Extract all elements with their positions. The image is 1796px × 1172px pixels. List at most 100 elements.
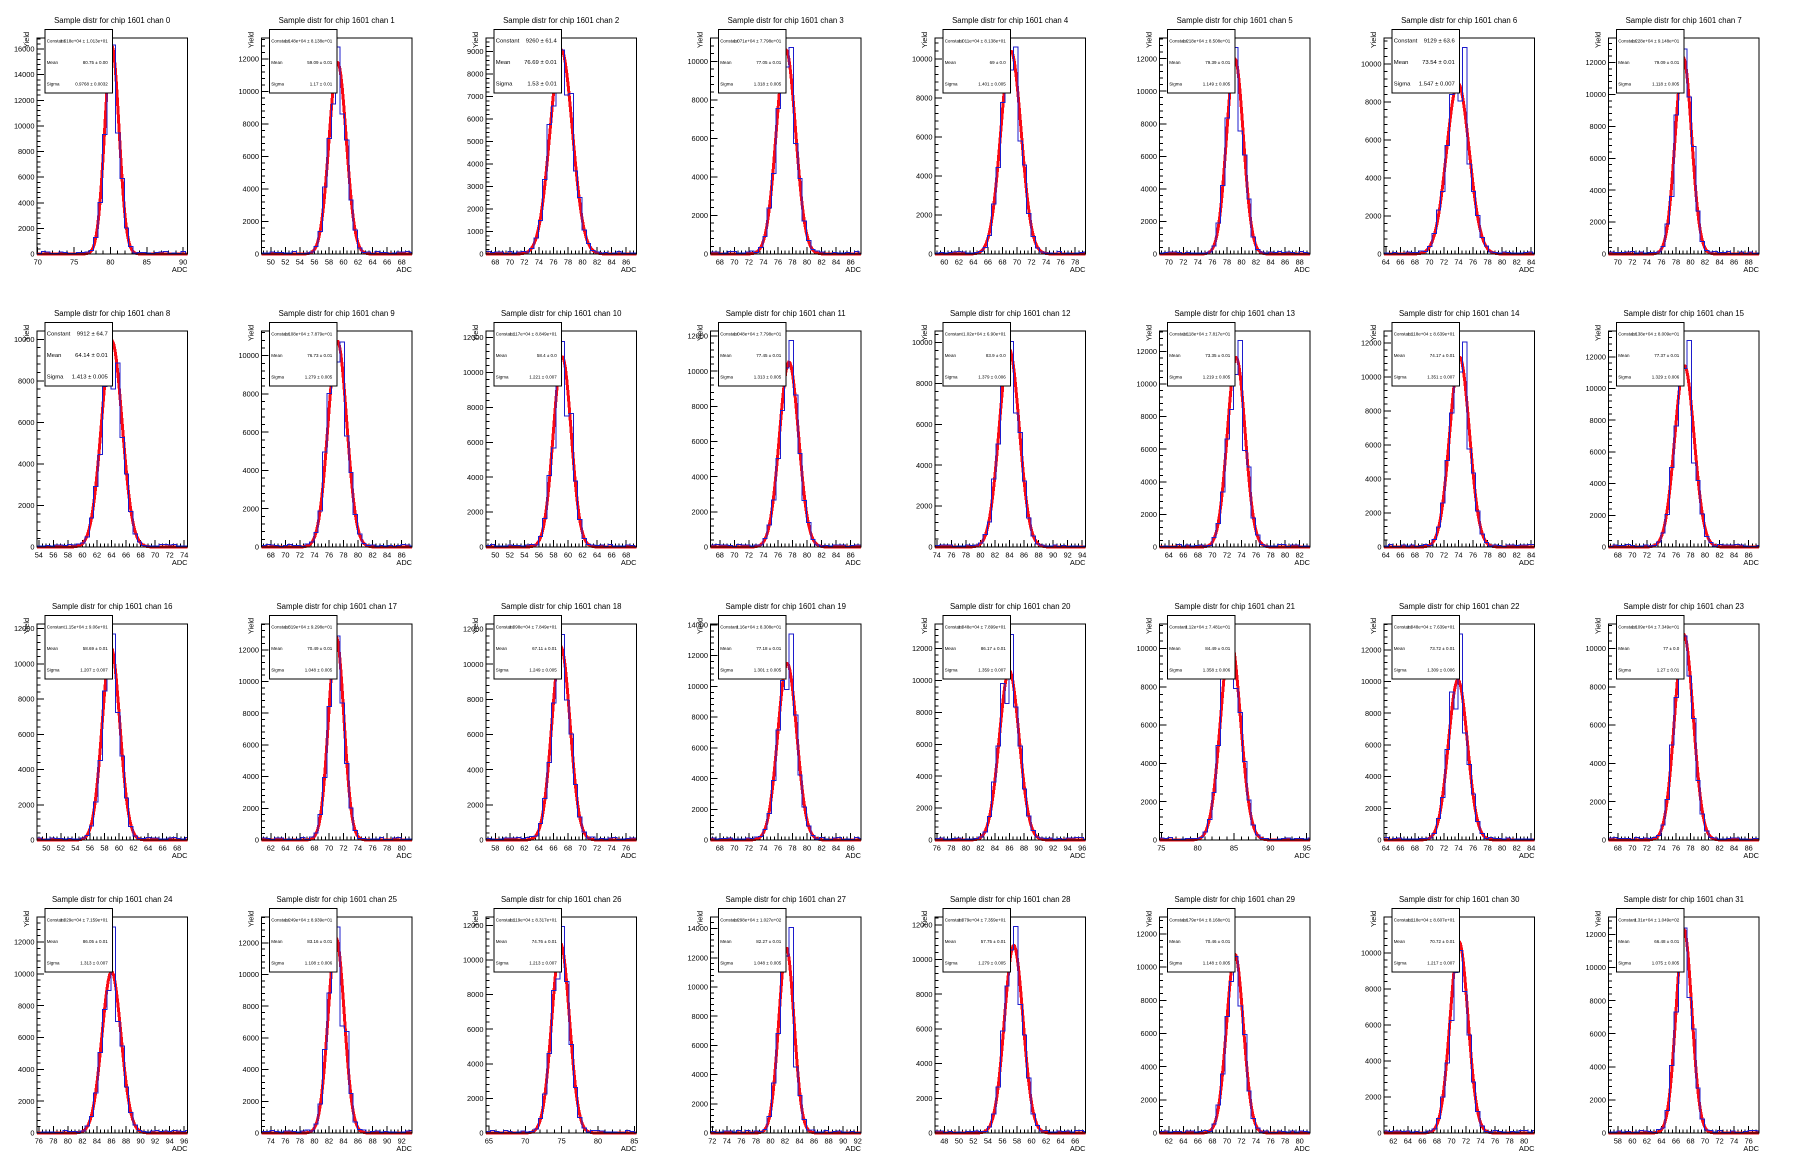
svg-text:78: 78 xyxy=(564,258,572,267)
svg-text:78: 78 xyxy=(339,551,347,560)
svg-text:10000: 10000 xyxy=(1136,644,1157,653)
svg-text:Sigma: Sigma xyxy=(1618,375,1631,380)
svg-text:Sigma: Sigma xyxy=(1618,82,1631,87)
svg-text:Mean: Mean xyxy=(1394,646,1406,651)
svg-text:82: 82 xyxy=(1715,551,1723,560)
svg-text:0: 0 xyxy=(928,836,932,845)
svg-text:66: 66 xyxy=(122,551,130,560)
svg-text:1.17 ± 0.01: 1.17 ± 0.01 xyxy=(310,82,333,87)
svg-text:ADC: ADC xyxy=(1743,1144,1759,1153)
svg-text:50: 50 xyxy=(267,258,275,267)
svg-text:1.221 ± 0.007: 1.221 ± 0.007 xyxy=(529,375,557,380)
svg-text:ADC: ADC xyxy=(621,1144,637,1153)
svg-text:4000: 4000 xyxy=(1590,186,1606,195)
svg-text:Mean: Mean xyxy=(1169,939,1181,944)
svg-text:85: 85 xyxy=(143,258,151,267)
svg-text:0: 0 xyxy=(704,836,708,845)
svg-text:70: 70 xyxy=(1208,551,1216,560)
svg-text:68: 68 xyxy=(716,258,724,267)
svg-text:8000: 8000 xyxy=(1590,682,1606,691)
svg-text:66: 66 xyxy=(1396,551,1404,560)
svg-text:54: 54 xyxy=(520,551,528,560)
svg-text:72: 72 xyxy=(1643,844,1651,853)
svg-text:6000: 6000 xyxy=(692,437,708,446)
svg-text:1.108e+04 ± 7.879e+01: 1.108e+04 ± 7.879e+01 xyxy=(285,331,333,336)
svg-text:0: 0 xyxy=(928,1129,932,1138)
svg-text:1.029e+04 ± 7.159e+01: 1.029e+04 ± 7.159e+01 xyxy=(60,917,108,922)
svg-text:Sigma: Sigma xyxy=(945,375,958,380)
svg-text:0: 0 xyxy=(1377,543,1381,552)
svg-text:70: 70 xyxy=(1628,551,1636,560)
svg-text:Yield: Yield xyxy=(1369,32,1378,48)
svg-text:12000: 12000 xyxy=(1136,54,1157,63)
svg-text:6000: 6000 xyxy=(243,740,259,749)
svg-text:80.75 ± 0.00: 80.75 ± 0.00 xyxy=(83,60,108,65)
svg-text:12000: 12000 xyxy=(687,953,708,962)
svg-text:1.413 ± 0.005: 1.413 ± 0.005 xyxy=(72,375,109,381)
svg-text:52: 52 xyxy=(57,844,65,853)
svg-text:ADC: ADC xyxy=(1743,265,1759,274)
svg-text:0: 0 xyxy=(1602,543,1606,552)
svg-text:70: 70 xyxy=(578,844,586,853)
svg-text:62: 62 xyxy=(1643,1137,1651,1146)
svg-text:2000: 2000 xyxy=(243,804,259,813)
svg-text:Sigma: Sigma xyxy=(1394,82,1411,88)
svg-text:0: 0 xyxy=(1153,1129,1157,1138)
svg-text:0: 0 xyxy=(1602,250,1606,259)
svg-text:70: 70 xyxy=(281,551,289,560)
svg-text:66: 66 xyxy=(1418,1137,1426,1146)
svg-text:6000: 6000 xyxy=(18,173,34,182)
svg-text:Constant: Constant xyxy=(720,38,739,43)
svg-text:1.358 ± 0.006: 1.358 ± 0.006 xyxy=(1203,668,1231,673)
svg-text:2000: 2000 xyxy=(467,800,483,809)
svg-text:Yield: Yield xyxy=(696,618,705,634)
svg-text:12000: 12000 xyxy=(687,651,708,660)
svg-text:68: 68 xyxy=(173,844,181,853)
svg-text:82: 82 xyxy=(78,1137,86,1146)
svg-text:70.72 ± 0.01: 70.72 ± 0.01 xyxy=(1430,939,1455,944)
svg-text:1.249e+04 ± 8.939e+01: 1.249e+04 ± 8.939e+01 xyxy=(285,917,333,922)
svg-text:0: 0 xyxy=(1602,1129,1606,1138)
svg-text:84: 84 xyxy=(1005,551,1013,560)
svg-text:10000: 10000 xyxy=(1585,384,1606,393)
svg-text:54: 54 xyxy=(984,1137,992,1146)
svg-text:Mean: Mean xyxy=(47,60,59,65)
svg-text:ADC: ADC xyxy=(1070,558,1086,567)
svg-text:Sigma: Sigma xyxy=(945,668,958,673)
svg-text:4000: 4000 xyxy=(916,172,932,181)
svg-text:Yield: Yield xyxy=(247,325,256,341)
svg-text:4000: 4000 xyxy=(916,461,932,470)
svg-text:Sample distr for chip 1601 cha: Sample distr for chip 1601 chan 22 xyxy=(1399,602,1520,611)
svg-text:Yield: Yield xyxy=(920,911,929,927)
svg-text:Constant: Constant xyxy=(1618,624,1637,629)
svg-text:72: 72 xyxy=(745,844,753,853)
svg-text:Constant: Constant xyxy=(1618,917,1637,922)
svg-text:Sample distr for chip 1601 cha: Sample distr for chip 1601 chan 19 xyxy=(725,602,846,611)
svg-text:6000: 6000 xyxy=(1141,152,1157,161)
svg-text:62: 62 xyxy=(955,258,963,267)
svg-text:Constant: Constant xyxy=(271,38,290,43)
svg-text:8000: 8000 xyxy=(1590,122,1606,131)
svg-text:80: 80 xyxy=(1686,258,1694,267)
svg-text:2000: 2000 xyxy=(1141,1095,1157,1104)
svg-text:70: 70 xyxy=(730,258,738,267)
svg-text:0: 0 xyxy=(1153,543,1157,552)
svg-text:2000: 2000 xyxy=(1590,797,1606,806)
svg-text:66: 66 xyxy=(1396,844,1404,853)
svg-text:Yield: Yield xyxy=(247,32,256,48)
svg-text:4000: 4000 xyxy=(243,466,259,475)
svg-text:52: 52 xyxy=(506,551,514,560)
svg-text:76: 76 xyxy=(1252,551,1260,560)
svg-text:ADC: ADC xyxy=(1070,1144,1086,1153)
svg-text:1.31e+04 ± 1.049e+02: 1.31e+04 ± 1.049e+02 xyxy=(1634,917,1680,922)
svg-text:78: 78 xyxy=(1483,258,1491,267)
svg-text:Sigma: Sigma xyxy=(945,961,958,966)
svg-text:Sample distr for chip 1601 cha: Sample distr for chip 1601 chan 15 xyxy=(1623,309,1744,318)
svg-text:8000: 8000 xyxy=(1141,412,1157,421)
svg-text:0: 0 xyxy=(1153,250,1157,259)
svg-text:0: 0 xyxy=(255,250,259,259)
svg-text:78: 78 xyxy=(947,844,955,853)
svg-text:94: 94 xyxy=(166,1137,174,1146)
svg-text:Sigma: Sigma xyxy=(496,375,509,380)
svg-text:Sample distr for chip 1601 cha: Sample distr for chip 1601 chan 7 xyxy=(1626,16,1742,25)
